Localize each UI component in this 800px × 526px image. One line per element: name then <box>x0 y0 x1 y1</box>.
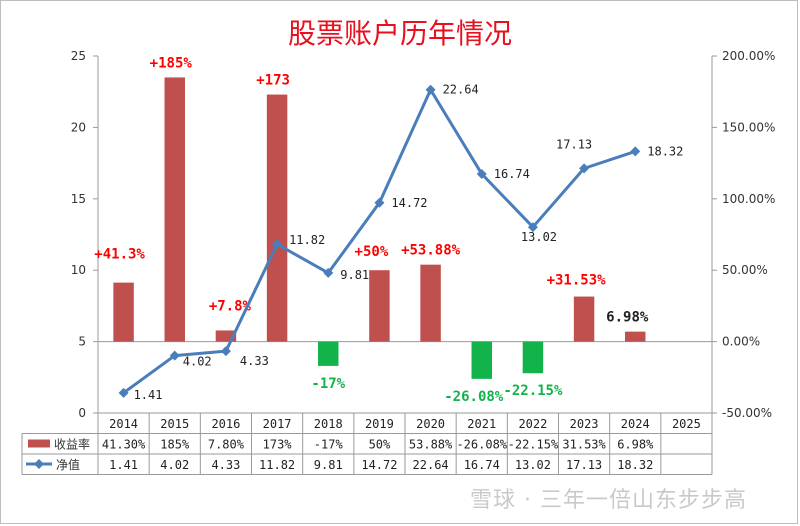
right-tick-label: -50.00% <box>722 406 772 420</box>
bar-2020 <box>420 264 441 342</box>
x-tick-label-2014: 2014 <box>109 417 138 431</box>
table-nav-2017: 11.82 <box>259 458 295 472</box>
table-nav-2024: 18.32 <box>617 458 653 472</box>
left-tick-label: 10 <box>71 263 86 277</box>
bar-label-2021: -26.08% <box>444 389 504 405</box>
x-tick-label-2025: 2025 <box>672 417 701 431</box>
bar-label-2016: +7.8% <box>209 298 252 314</box>
net-value-point-2024 <box>630 146 641 157</box>
table-return-2015: 185% <box>160 438 190 452</box>
net-value-point-2015 <box>169 350 180 361</box>
left-tick-label: 20 <box>71 120 86 134</box>
bar-label-2019: +50% <box>355 244 389 260</box>
line-label-2018: 9.81 <box>340 268 369 282</box>
table-return-2020: 53.88% <box>409 438 453 452</box>
bar-2023 <box>573 296 595 342</box>
line-label-2019: 14.72 <box>391 196 427 210</box>
net-value-point-2021 <box>476 168 487 179</box>
x-tick-label-2020: 2020 <box>416 417 445 431</box>
line-label-2017: 11.82 <box>289 233 325 247</box>
table-nav-2022: 13.02 <box>515 458 551 472</box>
table-nav-2015: 4.02 <box>160 458 189 472</box>
left-tick-label: 0 <box>78 406 86 420</box>
table-return-2016: 7.80% <box>208 438 245 452</box>
line-label-2024: 18.32 <box>647 144 683 158</box>
net-value-point-2018 <box>323 267 334 278</box>
bar-2019 <box>369 270 390 342</box>
table-return-2017: 173% <box>263 438 293 452</box>
legend-label-nav: 净值 <box>56 457 80 472</box>
bar-label-2020: +53.88% <box>401 243 461 259</box>
bar-2018 <box>318 341 339 366</box>
bar-2022 <box>522 341 544 374</box>
right-tick-label: 100.00% <box>722 192 775 206</box>
x-tick-label-2016: 2016 <box>211 417 240 431</box>
table-return-2021: -26.08% <box>456 438 507 452</box>
x-tick-label-2023: 2023 <box>570 417 599 431</box>
bar-label-2024: 6.98% <box>606 310 649 326</box>
net-value-point-2020 <box>425 84 436 95</box>
right-tick-label: 50.00% <box>722 263 768 277</box>
line-label-2014: 1.41 <box>134 388 163 402</box>
net-value-point-2014 <box>118 387 129 398</box>
table-nav-2021: 16.74 <box>464 458 500 472</box>
line-label-2016: 4.33 <box>240 354 269 368</box>
net-value-point-2019 <box>374 197 385 208</box>
x-tick-label-2015: 2015 <box>160 417 189 431</box>
x-tick-label-2024: 2024 <box>621 417 650 431</box>
bar-2014 <box>113 282 134 342</box>
line-label-2021: 16.74 <box>494 167 530 181</box>
table-return-2022: -22.15% <box>508 438 559 452</box>
table-nav-2019: 14.72 <box>361 458 397 472</box>
net-value-point-2017 <box>272 239 283 250</box>
bar-2024 <box>625 331 646 342</box>
bar-label-2014: +41.3% <box>94 247 145 263</box>
left-tick-label: 5 <box>78 335 86 349</box>
x-tick-label-2018: 2018 <box>314 417 343 431</box>
bar-label-2022: -22.15% <box>503 383 563 399</box>
legend-label-return: 收益率 <box>54 437 90 452</box>
net-value-point-2016 <box>220 346 231 357</box>
table-nav-2020: 22.64 <box>413 458 449 472</box>
watermark: 雪球 · 三年一倍山东步步高 <box>470 488 747 513</box>
line-label-2022: 13.02 <box>521 230 557 244</box>
bar-2015 <box>164 77 185 342</box>
x-tick-label-2022: 2022 <box>518 417 547 431</box>
legend-key-nav-marker <box>34 459 44 469</box>
bar-2017 <box>266 94 288 342</box>
bar-label-2018: -17% <box>311 376 345 392</box>
table-return-2019: 50% <box>369 438 391 452</box>
x-tick-label-2019: 2019 <box>365 417 394 431</box>
net-value-point-2022 <box>527 222 538 233</box>
table-nav-2023: 17.13 <box>566 458 602 472</box>
bar-2021 <box>471 341 492 379</box>
net-value-point-2023 <box>579 163 590 174</box>
line-label-2023: 17.13 <box>556 137 592 151</box>
bar-label-2023: +31.53% <box>547 273 607 289</box>
right-tick-label: 0.00% <box>722 335 760 349</box>
table-nav-2018: 9.81 <box>314 458 343 472</box>
table-nav-2016: 4.33 <box>211 458 240 472</box>
bar-label-2017: +173 <box>256 73 290 89</box>
table-return-2023: 31.53% <box>562 438 606 452</box>
x-tick-label-2017: 2017 <box>263 417 292 431</box>
right-tick-label: 200.00% <box>722 49 775 63</box>
table-return-2024: 6.98% <box>617 438 654 452</box>
bar-2016 <box>215 330 237 342</box>
bar-label-2015: +185% <box>150 55 193 71</box>
line-label-2020: 22.64 <box>443 83 479 97</box>
chart-title: 股票账户历年情况 <box>287 17 512 50</box>
legend-key-return <box>28 439 50 448</box>
table-return-2014: 41.30% <box>102 438 146 452</box>
left-tick-label: 25 <box>71 49 86 63</box>
line-label-2015: 4.02 <box>183 355 212 369</box>
table-nav-2014: 1.41 <box>109 458 138 472</box>
net-value-line <box>122 88 636 395</box>
x-tick-label-2021: 2021 <box>467 417 496 431</box>
table-return-2018: -17% <box>314 438 344 452</box>
left-tick-label: 15 <box>71 192 86 206</box>
right-tick-label: 150.00% <box>722 120 775 134</box>
